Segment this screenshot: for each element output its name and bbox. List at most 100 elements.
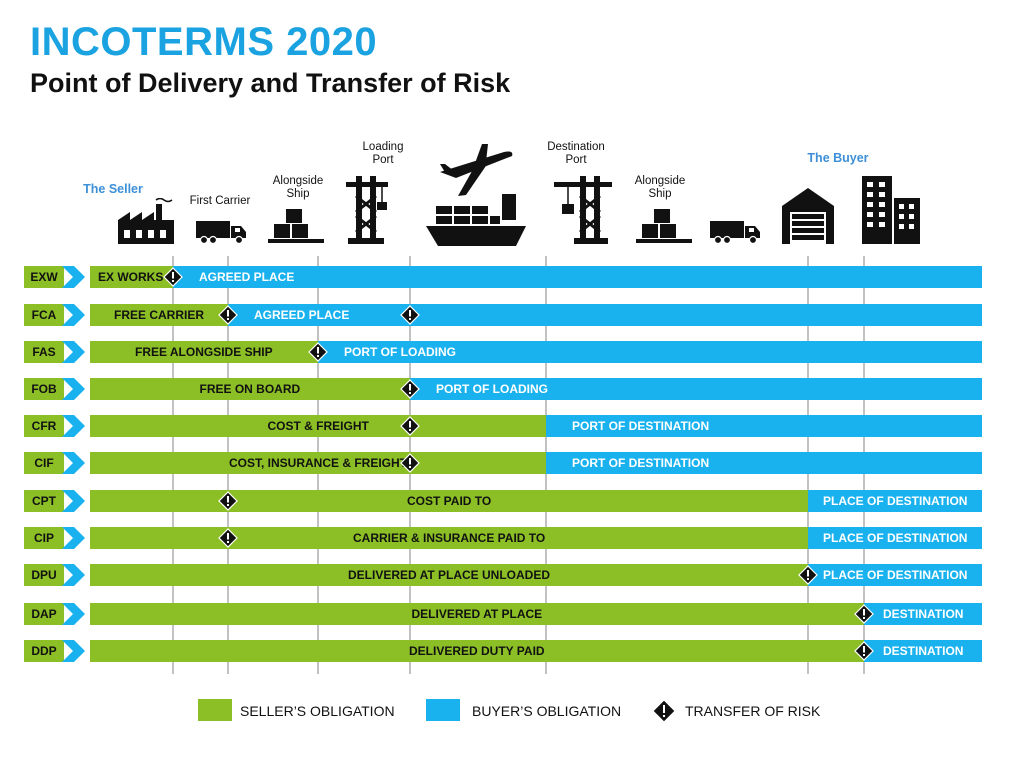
seller-obligation-label: CARRIER & INSURANCE PAID TO xyxy=(353,531,546,545)
buyer-obligation-bar xyxy=(318,341,982,363)
chevron-right-icon xyxy=(62,304,85,326)
term-row-cfr: CFR COST & FREIGHT PORT OF DESTINATION xyxy=(0,415,1024,437)
term-row-cip: CIP CARRIER & INSURANCE PAID TO PLACE OF D… xyxy=(0,527,1024,549)
legend-seller-label: SELLER’S OBLIGATION xyxy=(240,703,395,719)
term-code: DPU xyxy=(24,564,64,586)
buyer-obligation-label: AGREED PLACE xyxy=(254,308,350,322)
seller-obligation-bar xyxy=(90,452,546,474)
factory-icon xyxy=(118,198,174,244)
loading-port-label-line-2: Port xyxy=(372,154,394,166)
risk-diamond-icon xyxy=(308,342,328,362)
buyer-obligation-bar xyxy=(173,266,982,288)
page-subtitle: Point of Delivery and Transfer of Risk xyxy=(30,68,511,98)
seller-obligation-label: DELIVERED AT PLACE xyxy=(411,607,543,621)
city-buildings-icon xyxy=(862,176,920,244)
seller-obligation-bar xyxy=(90,490,808,512)
chevron-right-icon xyxy=(62,603,85,625)
alongside-ship-label-2: Alongside Ship xyxy=(615,175,705,201)
buyer-obligation-label: DESTINATION xyxy=(883,644,964,658)
term-row-exw: EXW EX WORKS AGREED PLACE xyxy=(0,266,1024,288)
buyer-label: The Buyer xyxy=(807,151,869,165)
alongside-ship-label-1-line-2: Ship xyxy=(286,188,310,200)
alongside-ship-label-2-line-2: Ship xyxy=(648,188,672,200)
warehouse-icon xyxy=(782,188,834,244)
term-row-cif: CIF COST, INSURANCE & FREIGHT PORT OF DEST… xyxy=(0,452,1024,474)
chevron-right-icon xyxy=(62,564,85,586)
chevron-right-icon xyxy=(62,415,85,437)
alongside-ship-label-1: Alongside Ship xyxy=(253,175,343,201)
risk-diamond-icon xyxy=(163,267,183,287)
airplane-icon xyxy=(440,144,513,196)
term-row-ddp: DDP DELIVERED DUTY PAID DESTINATION xyxy=(0,640,1024,662)
seller-obligation-label: DELIVERED AT PLACE UNLOADED xyxy=(348,568,551,582)
truck-icon-1 xyxy=(196,221,246,245)
seller-obligation-bar xyxy=(90,378,410,400)
risk-diamond-icon xyxy=(798,565,818,585)
chevron-right-icon xyxy=(62,640,85,662)
term-code: FAS xyxy=(24,341,64,363)
chevron-right-icon xyxy=(62,266,85,288)
term-code: CIF xyxy=(24,452,64,474)
seller-obligation-label: FREE ALONGSIDE SHIP xyxy=(135,345,273,359)
buyer-obligation-label: DESTINATION xyxy=(883,607,964,621)
seller-obligation-label: COST & FREIGHT xyxy=(267,419,369,433)
term-row-cpt: CPT COST PAID TO PLACE OF DESTINATION xyxy=(0,490,1024,512)
seller-obligation-bar xyxy=(90,266,173,288)
loading-port-label-line-1: Loading xyxy=(362,141,404,153)
destination-crane-icon xyxy=(554,176,612,244)
legend-seller-swatch xyxy=(198,699,232,721)
term-code: FCA xyxy=(24,304,64,326)
destination-port-label: Destination Port xyxy=(531,141,621,167)
pallet-boxes-icon-1 xyxy=(268,209,324,243)
term-code: DAP xyxy=(24,603,64,625)
term-row-fob: FOB FREE ON BOARD PORT OF LOADING xyxy=(0,378,1024,400)
seller-obligation-bar xyxy=(90,603,864,625)
buyer-obligation-label: PORT OF DESTINATION xyxy=(572,419,710,433)
seller-obligation-bar xyxy=(90,304,228,326)
chevron-right-icon xyxy=(62,341,85,363)
buyer-obligation-bar xyxy=(864,640,982,662)
risk-diamond-icon xyxy=(854,604,874,624)
destination-port-label-line-1: Destination xyxy=(547,141,605,153)
buyer-obligation-bar xyxy=(410,378,982,400)
page-title: INCOTERMS 2020 xyxy=(30,20,378,64)
buyer-obligation-label: PORT OF LOADING xyxy=(436,382,548,396)
legend-risk-label: TRANSFER OF RISK xyxy=(685,703,821,719)
buyer-obligation-label: PORT OF DESTINATION xyxy=(572,456,710,470)
first-carrier-label: First Carrier xyxy=(189,195,251,207)
seller-obligation-label: EX WORKS xyxy=(98,270,164,284)
chevron-right-icon xyxy=(62,452,85,474)
term-row-dap: DAP DELIVERED AT PLACE DESTINATION xyxy=(0,603,1024,625)
risk-diamond-icon xyxy=(854,641,874,661)
buyer-obligation-bar xyxy=(808,527,982,549)
buyer-obligation-bar xyxy=(546,452,982,474)
buyer-obligation-bar xyxy=(546,415,982,437)
legend-buyer-label: BUYER’S OBLIGATION xyxy=(472,703,622,719)
risk-diamond-icon xyxy=(218,528,238,548)
alongside-ship-label-1-line-1: Alongside xyxy=(272,175,324,187)
term-code: CPT xyxy=(24,490,64,512)
buyer-obligation-label: PLACE OF DESTINATION xyxy=(823,494,968,508)
buyer-obligation-bar xyxy=(228,304,982,326)
alongside-ship-label-2-line-1: Alongside xyxy=(634,175,686,187)
seller-obligation-bar xyxy=(90,341,318,363)
seller-obligation-bar xyxy=(90,640,864,662)
term-code: EXW xyxy=(24,266,64,288)
risk-diamond-icon xyxy=(218,491,238,511)
seller-label: The Seller xyxy=(83,182,143,196)
buyer-obligation-bar xyxy=(808,564,982,586)
term-code: CIP xyxy=(24,527,64,549)
chevron-right-icon xyxy=(62,378,85,400)
term-code: DDP xyxy=(24,640,64,662)
seller-obligation-label: DELIVERED DUTY PAID xyxy=(409,644,545,658)
risk-diamond-icon xyxy=(218,305,238,325)
risk-diamond-icon xyxy=(400,305,420,325)
legend-buyer-swatch xyxy=(426,699,460,721)
term-code: CFR xyxy=(24,415,64,437)
term-row-fca: FCA FREE CARRIER AGREED PLACE xyxy=(0,304,1024,326)
buyer-obligation-label: PORT OF LOADING xyxy=(344,345,456,359)
seller-obligation-bar xyxy=(90,527,808,549)
risk-diamond-icon xyxy=(400,416,420,436)
destination-port-label-line-2: Port xyxy=(565,154,587,166)
truck-icon-2 xyxy=(710,221,760,245)
